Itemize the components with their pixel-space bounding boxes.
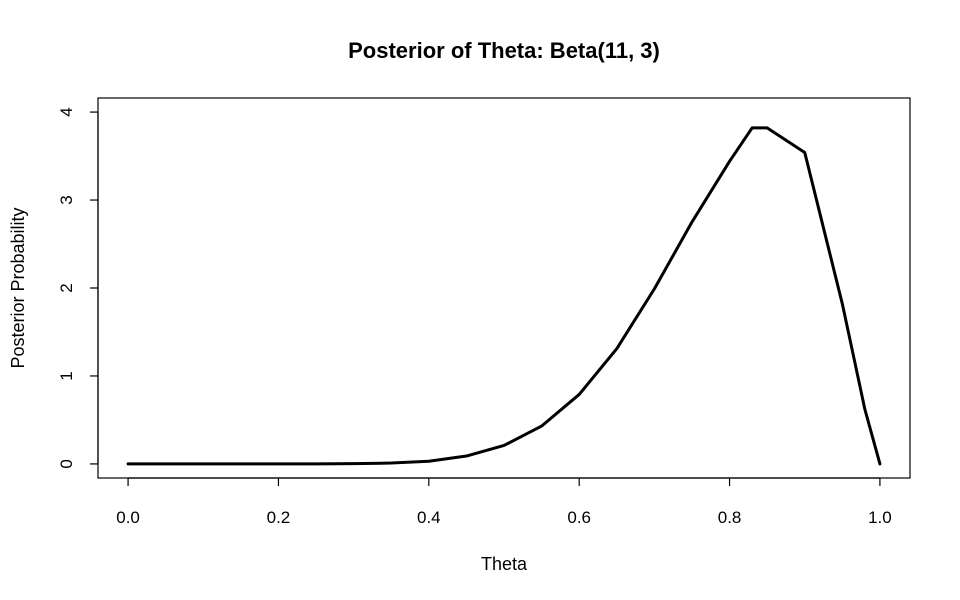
x-axis: 0.0 0.2 0.4 0.6 0.8 1.0 [116,477,892,527]
x-tick-label: 1.0 [868,508,892,527]
x-tick-label: 0.8 [718,508,742,527]
y-tick-label: 2 [57,283,76,292]
x-ticks: 0.0 0.2 0.4 0.6 0.8 1.0 [116,478,892,527]
series-layer [126,126,882,466]
y-tick-label: 4 [57,107,76,116]
y-axis-label: Posterior Probability [8,207,28,368]
x-axis-label: Theta [481,554,528,574]
y-tick-label: 1 [57,371,76,380]
x-tick-label: 0.0 [116,508,140,527]
chart-title: Posterior of Theta: Beta(11, 3) [348,38,660,63]
x-tick-label: 0.2 [267,508,291,527]
y-tick-label: 0 [57,459,76,468]
plot-area-frame [97,97,911,479]
y-ticks: 0 1 2 3 4 [57,107,98,469]
y-tick-label: 3 [57,195,76,204]
x-tick-label: 0.6 [567,508,591,527]
series-line [126,126,882,466]
x-tick-label: 0.4 [417,508,441,527]
y-axis: 0 1 2 3 4 [57,107,99,469]
